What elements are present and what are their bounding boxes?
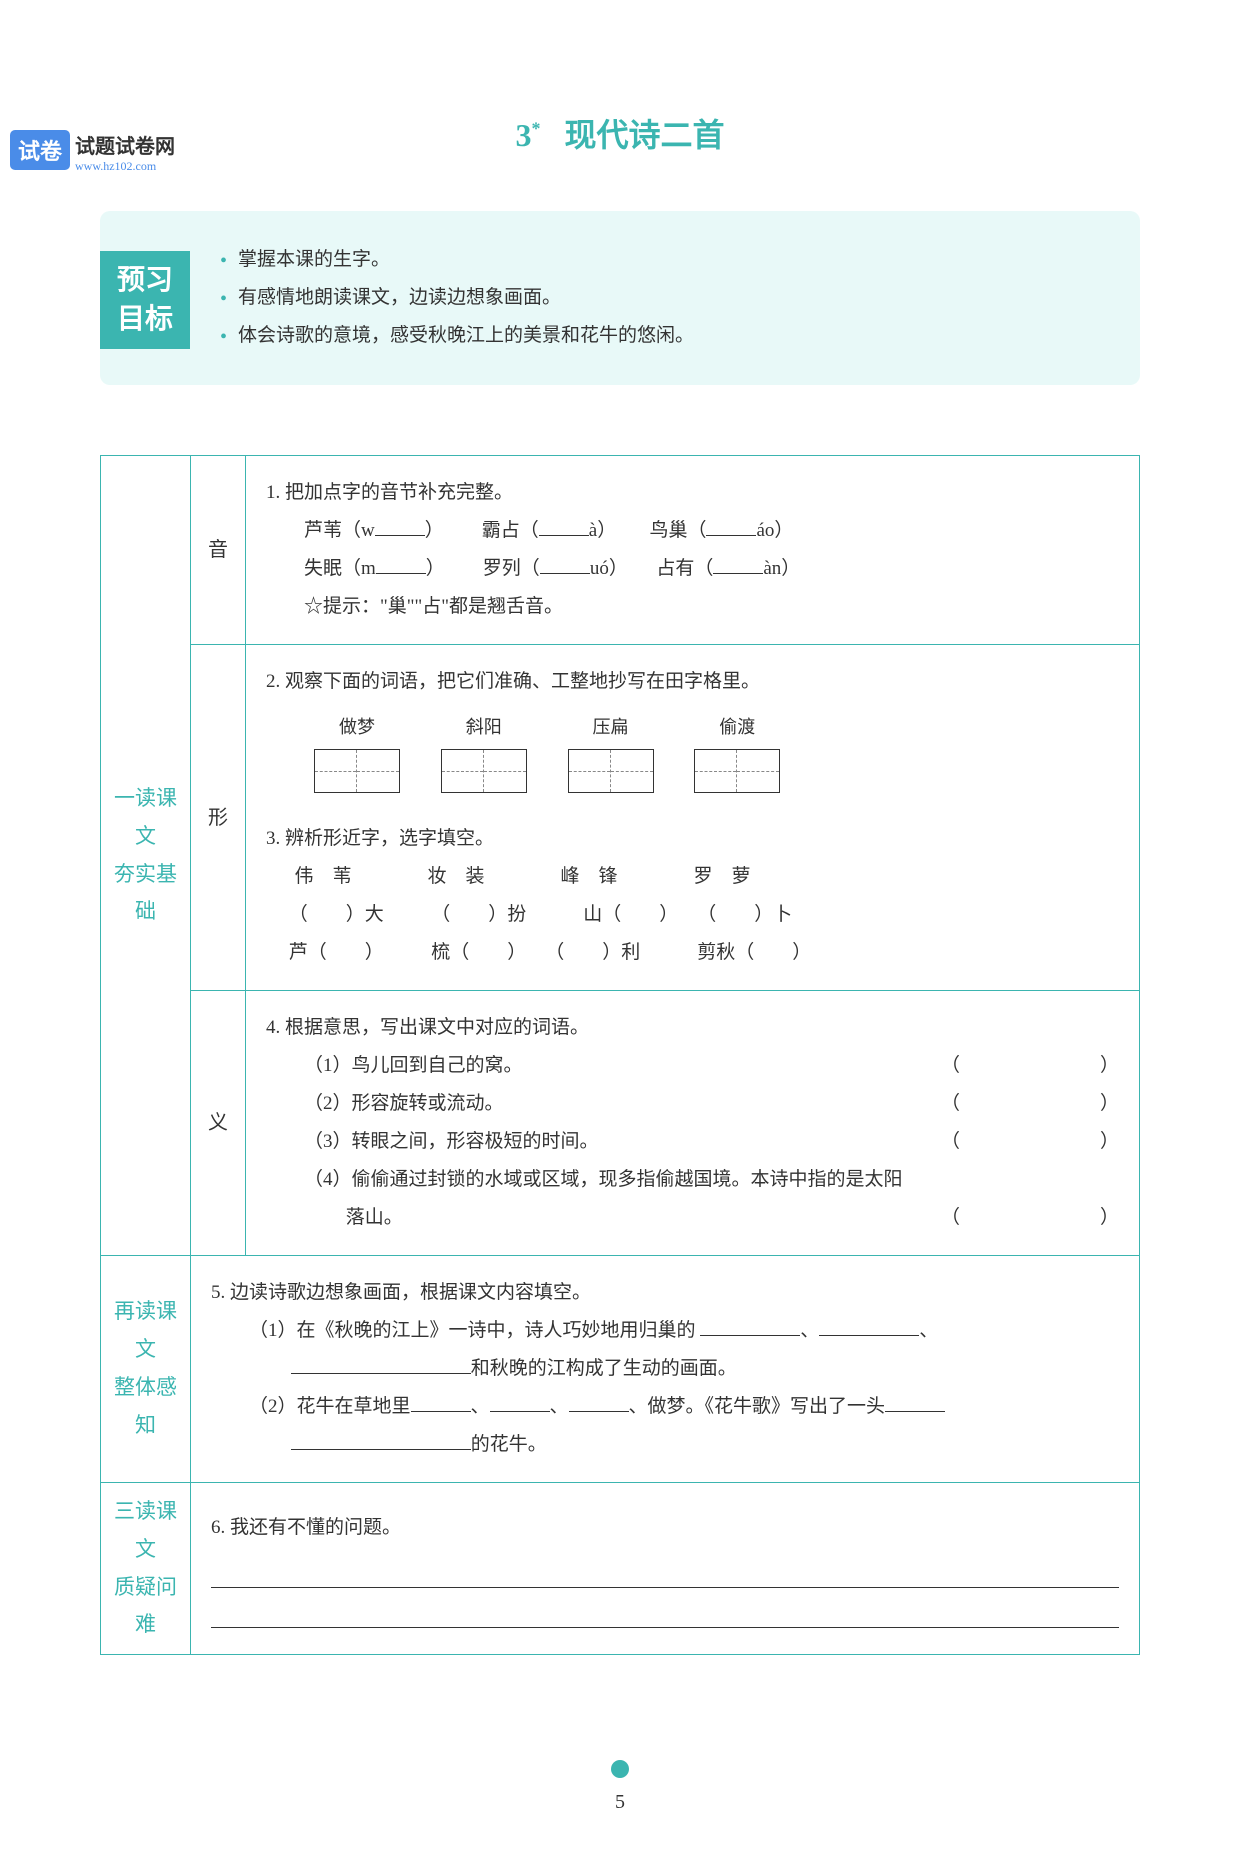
q1-row1: 芦苇（w） 霸占（à） 鸟巢（áo）	[266, 512, 1119, 550]
blank[interactable]	[291, 1353, 471, 1374]
paren-blank[interactable]: （）	[903, 1047, 1119, 1085]
footer-dot-icon	[611, 1760, 629, 1778]
q4-item: （3）转眼之间，形容极短的时间。 （）	[266, 1123, 1119, 1161]
section3-label: 三读课文 质疑问难	[101, 1483, 191, 1655]
tian-grid[interactable]	[314, 749, 400, 793]
q3-pairs: 伟 苇 妆 装 峰 锋 罗 萝	[295, 858, 1120, 896]
tian-group: 偷渡	[694, 709, 780, 806]
tian-group: 压扁	[568, 709, 654, 806]
objectives-panel: 预习 目标 掌握本课的生字。 有感情地朗读课文，边读边想象画面。 体会诗歌的意境…	[100, 211, 1140, 385]
badge-line1: 预习	[117, 265, 173, 296]
q3-line-a: （ ）大 （ ）扮 山（ ） （ ）卜	[289, 896, 1119, 934]
q4-item: （2）形容旋转或流动。 （）	[266, 1085, 1119, 1123]
objective-item: 体会诗歌的意境，感受秋晚江上的美景和花牛的悠闲。	[220, 317, 1110, 355]
blank[interactable]	[569, 1391, 629, 1412]
blank[interactable]	[376, 553, 426, 574]
watermark-badge: 试卷	[10, 130, 70, 170]
blank[interactable]	[540, 553, 590, 574]
page-title: 3* 现代诗二首	[0, 110, 1240, 156]
tian-grid[interactable]	[568, 749, 654, 793]
answer-line[interactable]	[211, 1567, 1119, 1588]
watermark-line1: 试题试卷网	[75, 130, 175, 159]
blank[interactable]	[885, 1391, 945, 1412]
paren-blank[interactable]: （）	[903, 1123, 1119, 1161]
q5-content: 5. 边读诗歌边想象画面，根据课文内容填空。 （1）在《秋晚的江上》一诗中，诗人…	[191, 1256, 1140, 1483]
q1-row2: 失眠（m） 罗列（uó） 占有（àn）	[266, 550, 1119, 588]
q5-p1: （1）在《秋晚的江上》一诗中，诗人巧妙地用归巢的 、、	[211, 1312, 1119, 1350]
blank[interactable]	[539, 515, 589, 536]
yi-content: 4. 根据意思，写出课文中对应的词语。 （1）鸟儿回到自己的窝。 （） （2）形…	[246, 991, 1140, 1256]
q5-p1b: 和秋晚的江构成了生动的画面。	[211, 1350, 1119, 1388]
paren-blank[interactable]: （）	[941, 1199, 1119, 1237]
blank[interactable]	[490, 1391, 550, 1412]
tian-group: 斜阳	[441, 709, 527, 806]
watermark: 试卷 试题试卷网 www.hz102.com	[10, 130, 175, 174]
objectives-badge: 预习 目标	[100, 251, 190, 349]
title-text: 现代诗二首	[564, 117, 724, 153]
watermark-text: 试题试卷网 www.hz102.com	[75, 130, 175, 174]
watermark-url: www.hz102.com	[75, 159, 175, 174]
answer-line[interactable]	[211, 1608, 1119, 1629]
section1-label: 一读课文 夯实基础	[101, 456, 191, 1256]
blank[interactable]	[700, 1315, 800, 1336]
xing-label: 形	[191, 645, 246, 991]
tian-group: 做梦	[314, 709, 400, 806]
page-footer: 5	[0, 1760, 1240, 1814]
tianzige-row: 做梦 斜阳 压扁 偷渡	[296, 709, 1119, 806]
blank[interactable]	[411, 1391, 471, 1412]
objectives-list: 掌握本课的生字。 有感情地朗读课文，边读边想象画面。 体会诗歌的意境，感受秋晚江…	[220, 241, 1110, 355]
tian-grid[interactable]	[441, 749, 527, 793]
q5-p2: （2）花牛在草地里、、、做梦。《花牛歌》写出了一头	[211, 1388, 1119, 1426]
section2-label: 再读课文 整体感知	[101, 1256, 191, 1483]
q5-p2b: 的花牛。	[211, 1426, 1119, 1464]
tian-grid[interactable]	[694, 749, 780, 793]
worksheet-table: 一读课文 夯实基础 音 1. 把加点字的音节补充完整。 芦苇（w） 霸占（à） …	[100, 455, 1140, 1655]
q1-intro: 1. 把加点字的音节补充完整。	[266, 474, 1119, 512]
blank[interactable]	[713, 553, 763, 574]
yin-label: 音	[191, 456, 246, 645]
blank[interactable]	[819, 1315, 919, 1336]
q6-intro: 6. 我还有不懂的问题。	[211, 1509, 1119, 1547]
q5-intro: 5. 边读诗歌边想象画面，根据课文内容填空。	[211, 1274, 1119, 1312]
q3-intro: 3. 辨析形近字，选字填空。	[266, 820, 1119, 858]
q3-line-b: 芦（ ） 梳（ ） （ ）利 剪秋（ ）	[289, 934, 1119, 972]
blank[interactable]	[291, 1429, 471, 1450]
q4-intro: 4. 根据意思，写出课文中对应的词语。	[266, 1009, 1119, 1047]
title-star: *	[531, 118, 540, 138]
blank[interactable]	[706, 515, 756, 536]
badge-line2: 目标	[117, 304, 173, 335]
yi-label: 义	[191, 991, 246, 1256]
yin-content: 1. 把加点字的音节补充完整。 芦苇（w） 霸占（à） 鸟巢（áo） 失眠（m）…	[246, 456, 1140, 645]
q4-item: （1）鸟儿回到自己的窝。 （）	[266, 1047, 1119, 1085]
q2-intro: 2. 观察下面的词语，把它们准确、工整地抄写在田字格里。	[266, 663, 1119, 701]
q6-content: 6. 我还有不懂的问题。	[191, 1483, 1140, 1655]
title-number: 3	[515, 117, 531, 153]
blank[interactable]	[375, 515, 425, 536]
objective-item: 有感情地朗读课文，边读边想象画面。	[220, 279, 1110, 317]
xing-content: 2. 观察下面的词语，把它们准确、工整地抄写在田字格里。 做梦 斜阳 压扁 偷渡	[246, 645, 1140, 991]
q4-item4b: 落山。 （）	[266, 1199, 1119, 1237]
paren-blank[interactable]: （）	[903, 1085, 1119, 1123]
objective-item: 掌握本课的生字。	[220, 241, 1110, 279]
q1-tip: ☆提示："巢""占"都是翘舌音。	[266, 588, 1119, 626]
page-number: 5	[0, 1791, 1240, 1814]
q4-item4a: （4）偷偷通过封锁的水域或区域，现多指偷越国境。本诗中指的是太阳	[266, 1161, 1119, 1199]
